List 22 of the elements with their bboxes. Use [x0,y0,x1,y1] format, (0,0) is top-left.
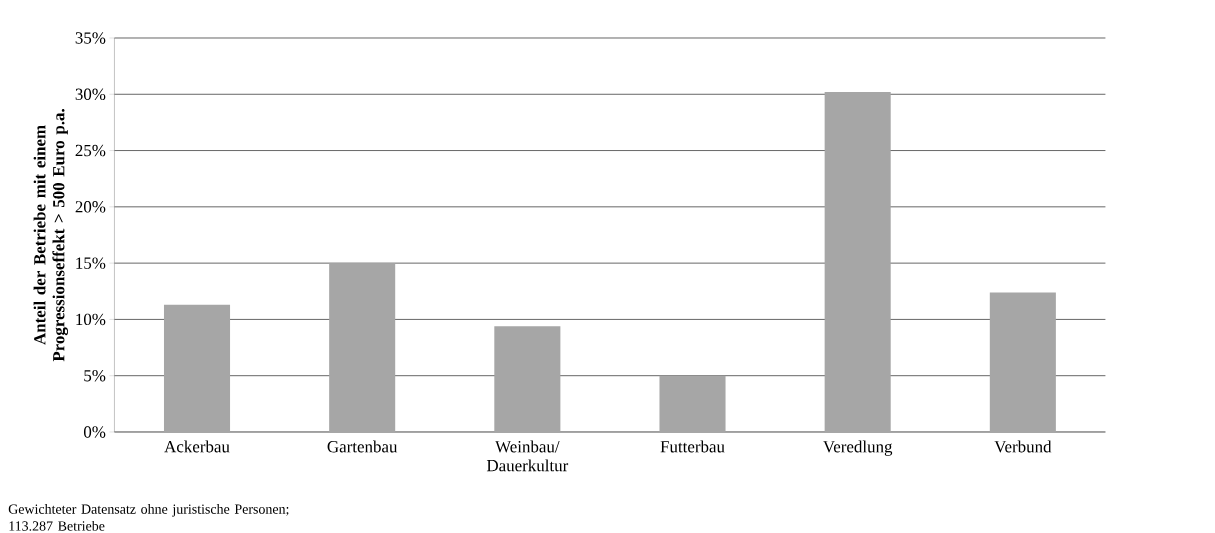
y-axis-title: Anteil der Betriebe mit einem Progressionseffekt > 500 Euro p.a. [33,109,69,362]
y-tick-label: 10% [76,313,106,326]
y-tick-label: 5% [84,369,106,382]
x-tick-label: Ackerbau [164,440,230,453]
bar [824,92,891,432]
x-tick-label: Gartenbau [327,440,398,453]
bar [659,375,726,432]
bar [163,304,231,432]
text: Gewichteter Datensatz ohne juristische Personen; 113.287 Betriebe [8,503,289,531]
y-tick-label: 0% [83,426,106,438]
x-tick-label: Veredlung [823,440,893,456]
y-tick-label: 20% [75,201,106,213]
bar [494,326,561,432]
x-tick-label: Futterbau [660,440,725,453]
y-tick-label: 25% [75,144,106,157]
bar [989,292,1056,432]
y-tick-label: 30% [75,88,106,101]
x-tick-label: Verbund [994,440,1052,453]
y-tick-label: 35% [75,32,106,44]
bar [329,263,396,432]
y-tick-label: 15% [76,257,106,269]
x-tick-label: Weinbau/ Dauerkultur [486,440,569,472]
